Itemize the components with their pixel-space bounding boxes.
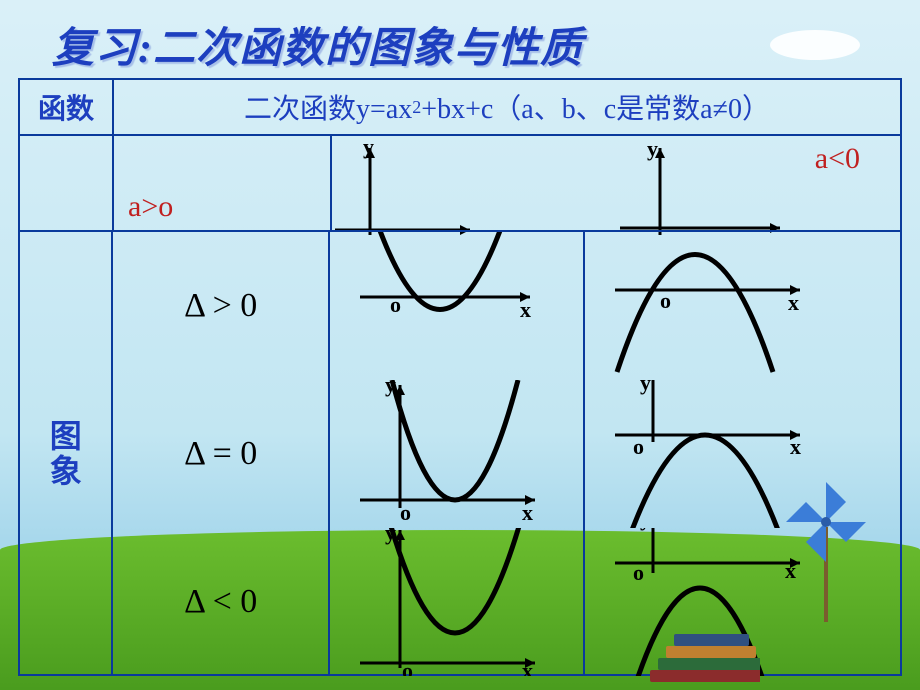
svg-text:o: o <box>390 292 401 317</box>
cloud-decoration <box>770 30 860 60</box>
a-positive-cell: a>o y y <box>114 136 332 232</box>
table-header-row: 函数 二次函数y=ax2+bx+c（a、b、c是常数a≠0） <box>20 80 900 136</box>
table-body-row: 图 象 Δ > 0 Δ = 0 Δ < 0 o x <box>20 232 900 676</box>
row-label-1: 图 <box>50 419 82 454</box>
svg-text:x: x <box>522 500 533 525</box>
svg-text:x: x <box>522 658 533 676</box>
main-table: 函数 二次函数y=ax2+bx+c（a、b、c是常数a≠0） a>o y y <box>18 78 902 676</box>
svg-text:x: x <box>788 290 799 315</box>
delta-eq-0: Δ = 0 <box>184 380 257 528</box>
empty-cell <box>20 136 114 232</box>
svg-text:o: o <box>633 434 644 459</box>
svg-text:o: o <box>402 658 413 676</box>
graph-pos-delta-lt: y o x <box>330 528 583 676</box>
table-condition-row: a>o y y a<0 <box>20 136 900 232</box>
svg-text:o: o <box>400 500 411 525</box>
graph-pos-delta-eq: y o x <box>330 380 583 528</box>
row-label-cell: 图 象 <box>20 232 113 676</box>
desc-suffix: +bx+c（a、b、c是常数a≠0） <box>421 87 770 127</box>
header-function-label: 函数 <box>20 80 114 136</box>
pinwheel-decoration <box>776 472 876 622</box>
a-negative-label: a<0 <box>815 142 860 176</box>
a-positive-label: a>o <box>128 190 173 224</box>
svg-text:x: x <box>790 434 801 459</box>
books-decoration <box>640 620 760 690</box>
header-description: 二次函数y=ax2+bx+c（a、b、c是常数a≠0） <box>114 80 900 136</box>
row-label-2: 象 <box>50 454 82 489</box>
svg-text:o: o <box>660 288 671 313</box>
desc-sup: 2 <box>412 97 421 118</box>
delta-column: Δ > 0 Δ = 0 Δ < 0 <box>113 232 330 676</box>
graph-neg-delta-gt: o x <box>585 232 900 380</box>
a-negative-cell: a<0 <box>332 136 900 232</box>
svg-text:y: y <box>640 380 651 395</box>
delta-gt-0: Δ > 0 <box>184 232 257 380</box>
delta-lt-0: Δ < 0 <box>184 528 257 676</box>
graph-column-positive: o x y o x <box>330 232 585 676</box>
svg-text:o: o <box>633 560 644 585</box>
svg-text:x: x <box>520 297 531 322</box>
graph-pos-delta-gt: o x <box>330 232 583 380</box>
desc-prefix: 二次函数y=ax <box>244 87 412 127</box>
page-title: 复习:二次函数的图象与性质 <box>52 14 583 75</box>
svg-text:y: y <box>640 528 651 531</box>
